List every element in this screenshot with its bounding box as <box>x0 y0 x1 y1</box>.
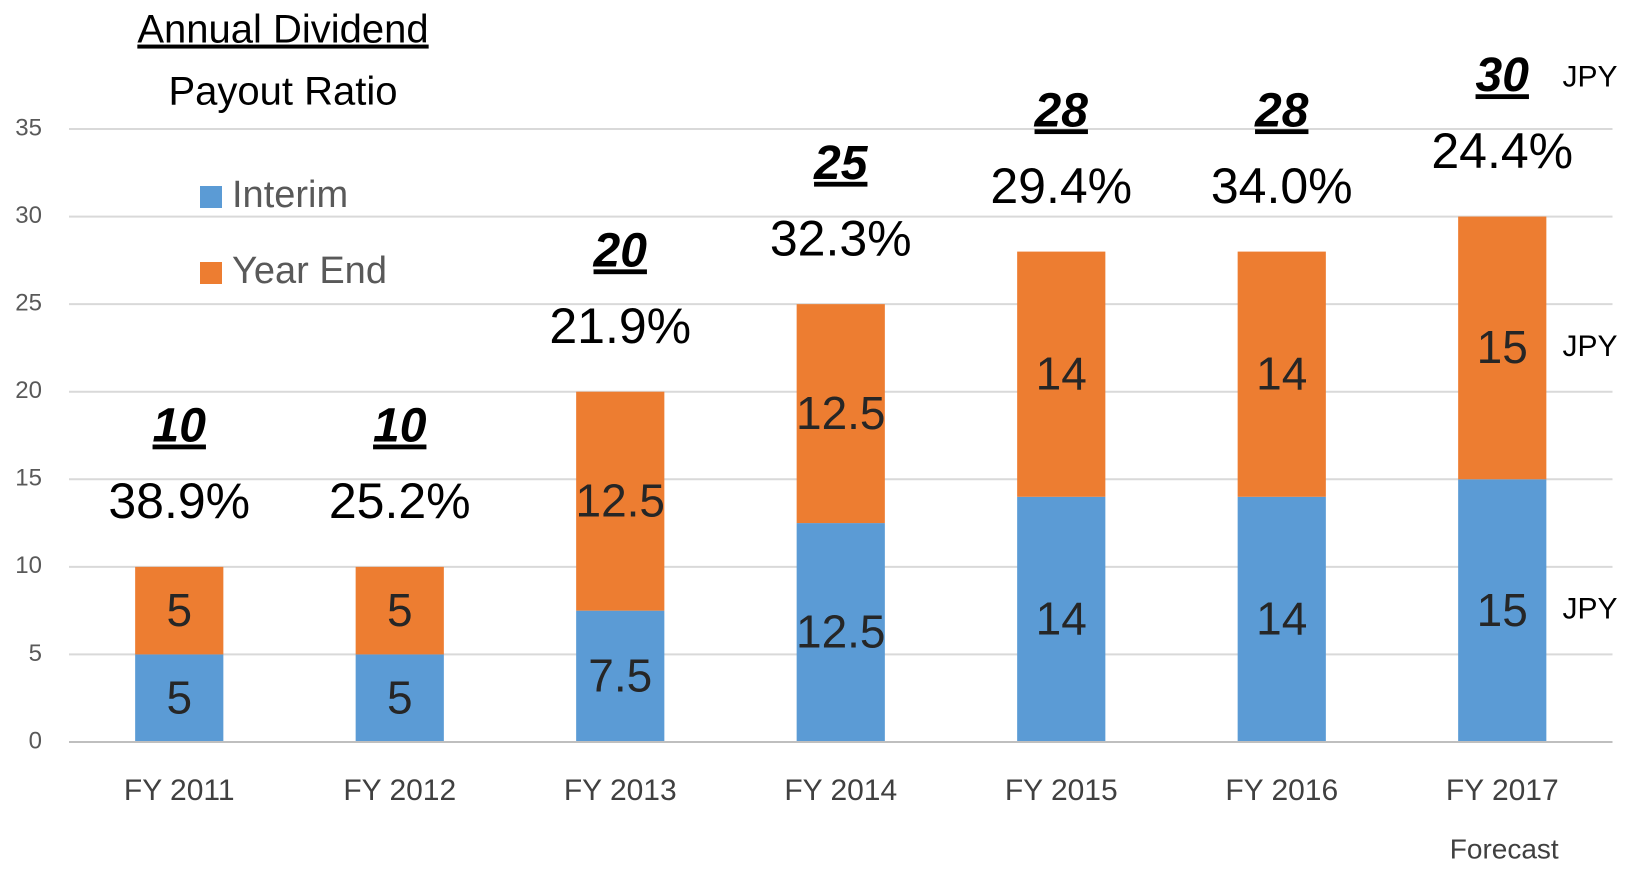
y-tick-label: 5 <box>29 640 42 667</box>
bar-segment <box>135 566 224 655</box>
segment-label: 15 <box>1477 584 1528 636</box>
segment-label: 15 <box>1477 321 1528 373</box>
y-tick-label: 0 <box>29 727 42 754</box>
y-tick-label: 30 <box>15 202 42 229</box>
bar-segment <box>796 304 885 524</box>
x-tick-label: FY 2015 <box>1005 774 1118 807</box>
annual-dividend-label: 28 <box>1254 84 1309 137</box>
annual-dividend-label: 25 <box>813 137 869 190</box>
segment-label: 14 <box>1036 593 1087 645</box>
payout-ratio-label: 24.4% <box>1431 123 1573 179</box>
payout-ratio-label: 38.9% <box>108 473 250 529</box>
segment-label: 14 <box>1256 347 1307 399</box>
bar-segment <box>355 566 444 655</box>
segment-label: 12.5 <box>796 387 886 439</box>
x-tick-label: FY 2011 <box>124 774 235 807</box>
segment-label: 5 <box>387 584 413 636</box>
annual-dividend-label: 30 <box>1476 49 1530 102</box>
bar-segment <box>1017 496 1106 742</box>
bar-segment <box>1458 216 1547 480</box>
segment-label: 14 <box>1036 347 1087 399</box>
x-tick-label: FY 2012 <box>343 774 456 807</box>
legend-label: Year End <box>232 250 387 292</box>
segment-label: 7.5 <box>588 649 652 701</box>
annual-dividend-label: 20 <box>593 224 648 277</box>
y-tick-label: 15 <box>15 465 42 492</box>
bar-segment <box>1237 251 1326 497</box>
segment-label: 5 <box>166 584 192 636</box>
legend-swatch <box>200 262 222 284</box>
payout-ratio-label: 29.4% <box>990 158 1132 214</box>
unit-label: JPY <box>1562 330 1617 363</box>
chart-subtitle: Payout Ratio <box>168 70 397 114</box>
legend-swatch <box>200 186 222 208</box>
payout-ratio-label: 34.0% <box>1211 158 1353 214</box>
unit-label: JPY <box>1562 593 1617 626</box>
annual-dividend-label: 10 <box>153 400 207 453</box>
x-tick-label: FY 2013 <box>564 774 677 807</box>
y-tick-label: 20 <box>15 377 42 404</box>
y-tick-label: 25 <box>15 289 42 316</box>
y-tick-label: 35 <box>15 114 42 141</box>
segment-label: 12.5 <box>575 474 665 526</box>
annual-dividend-label: 10 <box>373 400 427 453</box>
bar-segment <box>1017 251 1106 497</box>
bar-segment <box>355 654 444 742</box>
x-tick-label: FY 2014 <box>784 774 897 807</box>
segment-label: 14 <box>1256 593 1307 645</box>
payout-ratio-label: 21.9% <box>549 298 691 354</box>
segment-label: 5 <box>166 671 192 723</box>
legend-label: Interim <box>232 174 348 216</box>
unit-label: JPY <box>1562 60 1617 93</box>
payout-ratio-label: 25.2% <box>329 473 471 529</box>
annual-dividend-label: 28 <box>1034 84 1089 137</box>
category-note: Forecast <box>1450 833 1559 864</box>
bar-segment <box>1458 479 1547 742</box>
x-tick-label: FY 2016 <box>1225 774 1338 807</box>
segment-label: 12.5 <box>796 606 886 658</box>
chart-title: Annual Dividend <box>137 8 428 52</box>
y-tick-label: 10 <box>15 552 42 579</box>
x-tick-label: FY 2017 <box>1446 774 1559 807</box>
bar-segment <box>576 610 665 742</box>
bar-segment <box>576 391 665 611</box>
payout-ratio-label: 32.3% <box>770 210 912 266</box>
bar-segment <box>796 523 885 742</box>
segment-label: 5 <box>387 671 413 723</box>
bar-segment <box>1237 496 1326 742</box>
bar-segment <box>135 654 224 742</box>
